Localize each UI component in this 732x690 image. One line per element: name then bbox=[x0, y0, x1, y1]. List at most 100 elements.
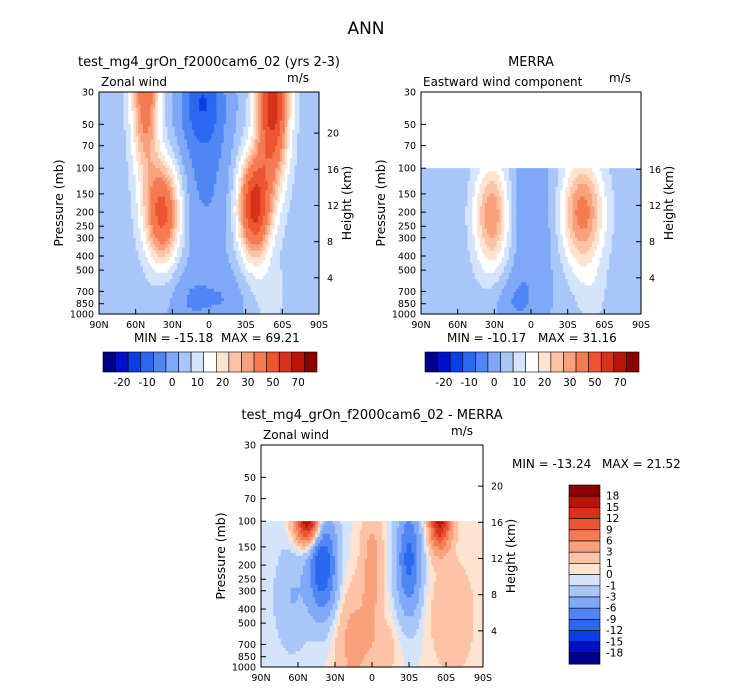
field-cell bbox=[299, 152, 303, 157]
field-cell bbox=[143, 104, 147, 109]
field-cell bbox=[138, 145, 142, 150]
field-cell bbox=[169, 164, 173, 169]
field-cell bbox=[226, 168, 230, 172]
field-cell bbox=[194, 92, 198, 96]
field-cell bbox=[238, 114, 242, 118]
field-cell bbox=[245, 120, 249, 125]
field-cell bbox=[272, 101, 276, 106]
field-cell bbox=[138, 92, 142, 96]
field-cell bbox=[174, 183, 178, 188]
field-cell bbox=[196, 149, 200, 153]
field-cell bbox=[221, 180, 225, 185]
field-cell bbox=[147, 120, 151, 125]
field-cell bbox=[138, 139, 142, 144]
field-cell bbox=[306, 177, 310, 182]
field-cell bbox=[282, 92, 286, 96]
field-cell bbox=[145, 174, 149, 179]
field-cell bbox=[111, 164, 115, 169]
field-cell bbox=[155, 171, 159, 176]
field-cell bbox=[213, 95, 217, 99]
field-cell bbox=[187, 158, 191, 163]
field-cell bbox=[299, 111, 303, 115]
field-cell bbox=[108, 130, 112, 134]
field-cell bbox=[282, 149, 286, 153]
field-cell bbox=[277, 104, 281, 109]
field-cell bbox=[294, 120, 298, 125]
field-cell bbox=[121, 136, 125, 141]
field-cell bbox=[316, 133, 320, 137]
field-cell bbox=[206, 152, 210, 157]
field-cell bbox=[316, 123, 320, 128]
field-cell bbox=[226, 177, 230, 182]
field-cell bbox=[194, 174, 198, 179]
field-cell bbox=[189, 98, 193, 103]
field-cell bbox=[223, 114, 227, 118]
field-cell bbox=[233, 168, 237, 172]
field-cell bbox=[240, 126, 244, 131]
field-cell bbox=[133, 133, 137, 137]
field-cell bbox=[231, 133, 235, 137]
field-cell bbox=[187, 171, 191, 176]
field-cell bbox=[191, 136, 195, 141]
field-cell bbox=[123, 130, 127, 134]
field-cell bbox=[103, 114, 107, 118]
field-cell bbox=[135, 117, 139, 122]
field-cell bbox=[253, 171, 257, 176]
field-cell bbox=[253, 145, 257, 150]
field-cell bbox=[103, 107, 107, 112]
field-cell bbox=[211, 152, 215, 157]
field-cell bbox=[292, 145, 296, 150]
field-cell bbox=[143, 152, 147, 157]
field-cell bbox=[306, 164, 310, 169]
field-cell bbox=[99, 149, 103, 153]
field-cell bbox=[314, 142, 318, 147]
field-cell bbox=[253, 95, 257, 99]
field-cell bbox=[138, 130, 142, 134]
field-cell bbox=[99, 133, 103, 137]
field-cell bbox=[123, 92, 127, 96]
field-cell bbox=[101, 111, 105, 115]
field-cell bbox=[167, 168, 171, 172]
field-cell bbox=[282, 130, 286, 134]
field-cell bbox=[240, 107, 244, 112]
field-cell bbox=[306, 123, 310, 128]
field-cell bbox=[99, 107, 103, 112]
field-cell bbox=[213, 177, 217, 182]
field-cell bbox=[304, 98, 308, 103]
field-cell bbox=[292, 183, 296, 188]
field-cell bbox=[255, 104, 259, 109]
field-cell bbox=[250, 145, 254, 150]
field-cell bbox=[165, 168, 169, 172]
field-cell bbox=[177, 111, 181, 115]
field-cell bbox=[309, 155, 313, 160]
field-cell bbox=[125, 155, 129, 160]
field-cell bbox=[311, 107, 315, 112]
field-cell bbox=[260, 95, 264, 99]
field-cell bbox=[150, 117, 154, 122]
field-cell bbox=[187, 142, 191, 147]
field-cell bbox=[138, 187, 142, 191]
field-cell bbox=[130, 98, 134, 103]
field-cell bbox=[301, 149, 305, 153]
field-cell bbox=[162, 111, 166, 115]
field-cell bbox=[226, 155, 230, 160]
field-cell bbox=[204, 180, 208, 185]
field-cell bbox=[284, 177, 288, 182]
field-cell bbox=[209, 155, 213, 160]
field-cell bbox=[294, 183, 298, 188]
field-cell bbox=[157, 111, 161, 115]
field-cell bbox=[231, 152, 235, 157]
field-cell bbox=[147, 183, 151, 188]
field-cell bbox=[238, 171, 242, 176]
field-cell bbox=[99, 111, 103, 115]
field-cell bbox=[287, 168, 291, 172]
field-cell bbox=[150, 92, 154, 96]
field-cell bbox=[277, 136, 281, 141]
field-cell bbox=[108, 183, 112, 188]
field-cell bbox=[108, 180, 112, 185]
field-cell bbox=[216, 142, 220, 147]
field-cell bbox=[238, 101, 242, 106]
field-cell bbox=[184, 177, 188, 182]
field-cell bbox=[121, 130, 125, 134]
field-cell bbox=[245, 98, 249, 103]
